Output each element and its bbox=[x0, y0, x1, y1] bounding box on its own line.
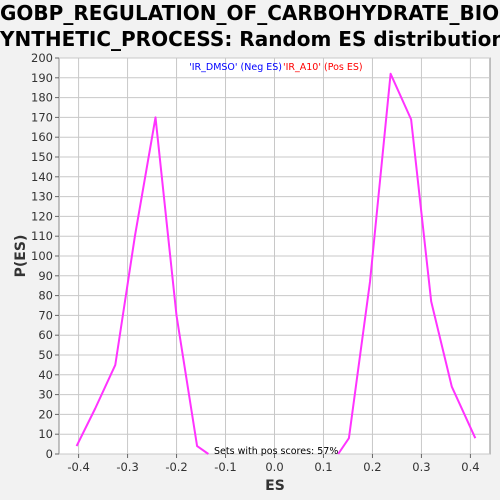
y-tick-label: 190 bbox=[31, 71, 53, 85]
x-axis-ticks: -0.4 -0.3 -0.2 -0.1 0.0 0.1 0.2 0.3 0.4 bbox=[67, 454, 480, 474]
y-tick-label: 170 bbox=[31, 110, 53, 124]
y-tick-label: 150 bbox=[31, 150, 53, 164]
y-tick-label: 180 bbox=[31, 91, 53, 105]
x-tick-label: 0.4 bbox=[461, 460, 479, 474]
y-tick-label: 200 bbox=[31, 51, 53, 65]
pos-scores-annotation: Sets with pos scores: 57% bbox=[214, 446, 338, 457]
x-tick-label: 0.2 bbox=[363, 460, 381, 474]
y-tick-label: 70 bbox=[38, 308, 53, 322]
x-tick-label: 0.3 bbox=[412, 460, 430, 474]
x-tick-label: 0.1 bbox=[314, 460, 332, 474]
x-tick-label: 0.0 bbox=[265, 460, 283, 474]
x-tick-label: -0.1 bbox=[214, 460, 236, 474]
y-tick-label: 90 bbox=[38, 269, 53, 283]
y-axis-label: P(ES) bbox=[13, 235, 29, 278]
x-tick-label: -0.4 bbox=[67, 460, 89, 474]
y-tick-label: 10 bbox=[38, 427, 53, 441]
series-line-2 bbox=[337, 72, 477, 455]
y-tick-label: 30 bbox=[38, 388, 53, 402]
y-tick-label: 50 bbox=[38, 348, 53, 362]
y-tick-label: 140 bbox=[31, 170, 53, 184]
y-tick-label: 80 bbox=[38, 289, 53, 303]
chart-title-line-1: GOBP_REGULATION_OF_CARBOHYDRATE_BIOS bbox=[0, 1, 500, 25]
y-tick-label: 60 bbox=[38, 328, 53, 342]
y-tick-label: 40 bbox=[38, 368, 53, 382]
y-tick-label: 100 bbox=[31, 249, 53, 263]
chart-title-line-2: YNTHETIC_PROCESS: Random ES distribution bbox=[0, 27, 500, 51]
x-tick-label: -0.3 bbox=[116, 460, 138, 474]
legend-entry-neg: 'IR_DMSO' (Neg ES) bbox=[189, 62, 282, 73]
y-tick-label: 0 bbox=[46, 447, 53, 461]
y-tick-label: 110 bbox=[31, 229, 53, 243]
series-line-1 bbox=[75, 116, 209, 455]
chart-title: GOBP_REGULATION_OF_CARBOHYDRATE_BIOS YNT… bbox=[0, 0, 500, 52]
y-tick-label: 120 bbox=[31, 209, 53, 223]
y-tick-label: 20 bbox=[38, 407, 53, 421]
y-axis-ticks: 0 10 20 30 40 50 60 70 80 90 100 110 120 130 140 150 160… bbox=[31, 51, 59, 461]
x-tick-label: -0.2 bbox=[165, 460, 187, 474]
y-tick-label: 160 bbox=[31, 130, 53, 144]
x-axis-label: ES bbox=[265, 478, 285, 494]
legend-entry-pos: 'IR_A10' (Pos ES) bbox=[283, 62, 363, 73]
y-tick-label: 130 bbox=[31, 190, 53, 204]
series-lines bbox=[75, 72, 477, 455]
